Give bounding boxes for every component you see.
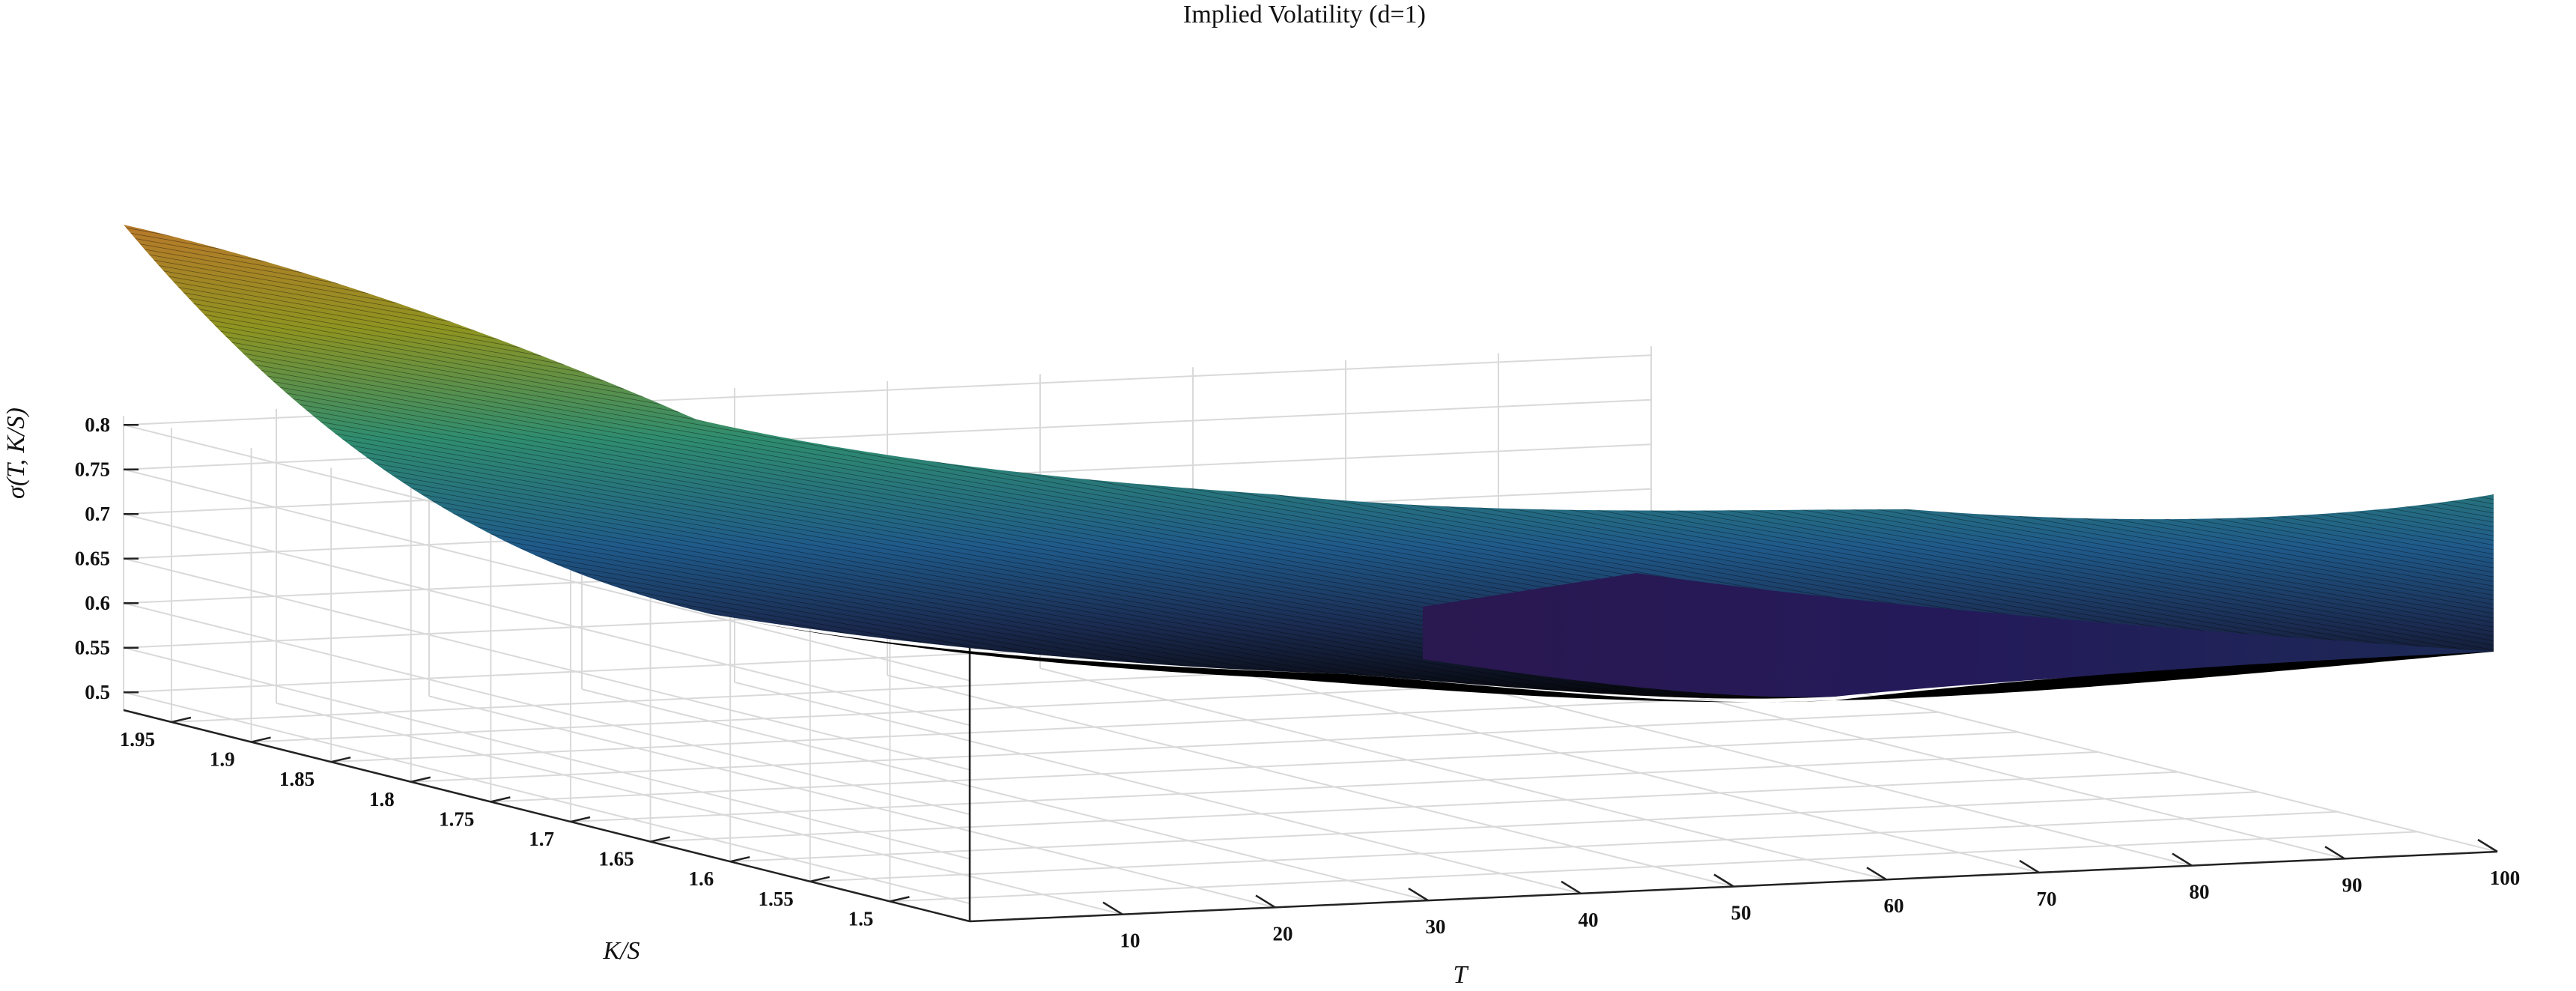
grid-line-floor-k-7 — [331, 691, 1859, 763]
grid-line-floor-k-5 — [490, 731, 2019, 803]
t-tick-label-8: 90 — [2342, 873, 2363, 896]
ks-tick-label-0: 1.5 — [848, 907, 874, 930]
ks-tick-8 — [251, 736, 271, 743]
t-tick-2 — [1408, 888, 1429, 902]
z-tick-label-3: 0.65 — [75, 548, 110, 570]
x-axis-label: T — [1453, 961, 1469, 989]
ks-tick-4 — [570, 816, 591, 823]
ks-tick-5 — [490, 796, 511, 803]
ks-tick-label-2: 1.6 — [688, 867, 714, 890]
ks-tick-2 — [729, 855, 750, 863]
grid-line-floor-t-3 — [734, 681, 1582, 894]
grid-line-floor-t-4 — [887, 674, 1734, 888]
axes — [123, 423, 2498, 923]
surface-front-face-mesh — [124, 225, 2494, 699]
surface-back-right-face — [1423, 573, 2494, 697]
z-tick-label-4: 0.7 — [85, 503, 110, 525]
grid-line-floor-k-6 — [410, 711, 1939, 783]
z-axis-label: σ(T, K/S) — [2, 407, 30, 499]
ks-tick-label-9: 1.95 — [120, 728, 155, 751]
ks-tick-9 — [171, 716, 192, 724]
ks-tick-6 — [410, 776, 431, 783]
ks-tick-3 — [650, 836, 670, 843]
t-tick-9 — [2477, 838, 2498, 853]
z-tick-label-6: 0.8 — [85, 413, 110, 436]
grid-line-floor-t-6 — [1192, 660, 2040, 873]
ks-tick-label-4: 1.7 — [529, 828, 554, 850]
ks-tick-label-5: 1.75 — [439, 807, 474, 830]
t-tick-label-0: 10 — [1120, 930, 1140, 952]
grid-line-floor-t-2 — [581, 688, 1429, 902]
t-tick-6 — [2019, 859, 2040, 873]
grid-line-floor-t-5 — [1039, 667, 1887, 881]
grid-line-floor-k-1 — [809, 810, 2338, 882]
t-tick-5 — [1866, 867, 1887, 881]
chart-title: Implied Volatility (d=1) — [1183, 1, 1426, 28]
t-tick-1 — [1255, 894, 1276, 909]
ks-tick-label-8: 1.9 — [210, 748, 235, 771]
grid-line-floor-k-0 — [890, 831, 2418, 903]
surface-bottom-shadow — [711, 614, 2494, 703]
t-tick-label-7: 80 — [2190, 881, 2210, 903]
t-tick-8 — [2324, 846, 2345, 860]
grid-line-floor-k-2 — [730, 791, 2258, 863]
z-tick-label-1: 0.55 — [75, 637, 110, 659]
z-tick-label-5: 0.75 — [75, 458, 110, 481]
grid-line-floor-t-0 — [276, 702, 1123, 915]
t-tick-0 — [1102, 901, 1123, 915]
grid-line-floor-k-3 — [650, 771, 2178, 843]
ks-tick-label-7: 1.85 — [279, 768, 315, 790]
t-tick-3 — [1561, 880, 1582, 894]
t-tick-label-3: 40 — [1579, 909, 1599, 931]
z-tick-label-2: 0.6 — [85, 592, 110, 614]
ks-tick-0 — [890, 896, 910, 903]
ks-axis-line — [123, 709, 970, 923]
volatility-surface — [124, 225, 2494, 703]
y-axis-label: K/S — [602, 937, 640, 965]
t-tick-4 — [1713, 873, 1734, 888]
grid-line-floor-k-4 — [570, 751, 2099, 822]
t-tick-7 — [2172, 852, 2193, 867]
ks-tick-1 — [809, 876, 830, 883]
ks-tick-7 — [330, 756, 351, 763]
ks-tick-label-1: 1.55 — [759, 888, 794, 910]
ks-tick-label-6: 1.8 — [369, 788, 395, 810]
t-tick-label-4: 50 — [1731, 902, 1752, 924]
t-tick-label-9: 100 — [2490, 867, 2521, 889]
t-tick-label-6: 70 — [2037, 888, 2057, 910]
t-tick-label-1: 20 — [1273, 922, 1293, 945]
t-tick-label-2: 30 — [1426, 915, 1446, 938]
ks-tick-label-3: 1.65 — [598, 848, 634, 870]
z-tick-label-0: 0.5 — [85, 681, 110, 703]
t-tick-label-5: 60 — [1884, 894, 1904, 917]
tick-labels: 0.5 0.55 0.6 0.65 0.7 0.75 0.8 1.5 1.55 1.6 1.65 1.… — [75, 413, 2521, 951]
